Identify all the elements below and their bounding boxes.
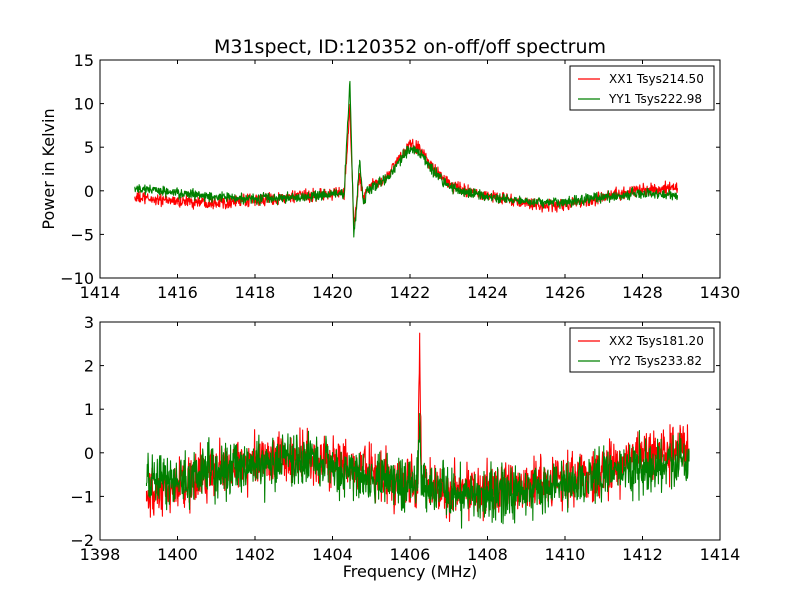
- series-line-2-2: [145, 413, 690, 529]
- y-tick-label: −10: [60, 269, 94, 288]
- x-tick-label: 1406: [390, 545, 431, 564]
- y-tick-label: 5: [84, 138, 94, 157]
- y-axis-label: Power in Kelvin: [39, 108, 58, 229]
- plot-area-2: [145, 332, 690, 529]
- x-tick-label: 1404: [312, 545, 353, 564]
- x-tick-label: 1414: [700, 545, 741, 564]
- legend-entry: XX1 Tsys214.50: [609, 72, 704, 86]
- x-tick-label: 1400: [157, 545, 198, 564]
- y-tick-label: 1: [84, 400, 94, 419]
- y-tick-label: 10: [74, 95, 94, 114]
- legend-entry: YY2 Tsys233.82: [608, 354, 702, 368]
- chart-panels: 1414 1416 1418 1420 1422 1424 1426 1428 1430−10−…: [39, 51, 740, 581]
- x-tick-label: 1418: [235, 283, 276, 302]
- chart-panel-2: 1398 1400 1402 1404 1406 1408 1410 1412 1414 −2 −1…: [70, 313, 740, 581]
- chart-panel-1: 1414 1416 1418 1420 1422 1424 1426 1428 1430 −10 −…: [39, 51, 740, 302]
- y-tick-label: 3: [84, 313, 94, 332]
- x-tick-label: 1410: [545, 545, 586, 564]
- x-tick-label: 1420: [312, 283, 353, 302]
- plot-area-1: [134, 80, 678, 238]
- y-tick-label: −5: [70, 225, 94, 244]
- y-tick-label: 15: [74, 51, 94, 70]
- x-tick-label: 1430: [700, 283, 741, 302]
- x-tick-label: 1402: [235, 545, 276, 564]
- x-tick-label: 1422: [390, 283, 431, 302]
- y-tick-label: 2: [84, 357, 94, 376]
- x-tick-label: 1398: [80, 545, 121, 564]
- y-tick-label: −1: [70, 487, 94, 506]
- x-tick-label: 1412: [622, 545, 663, 564]
- x-tick-label: 1428: [622, 283, 663, 302]
- x-tick-label: 1408: [467, 545, 508, 564]
- y-tick-label: 0: [84, 444, 94, 463]
- legend-box: [569, 65, 715, 111]
- legend-entry: XX2 Tsys181.20: [609, 334, 704, 348]
- legend-box: [569, 327, 715, 373]
- x-tick-label: 1424: [467, 283, 508, 302]
- x-tick-label: 1426: [545, 283, 586, 302]
- series-line-1-2: [134, 80, 678, 238]
- y-tick-label: 0: [84, 182, 94, 201]
- chart-title: M31spect, ID:120352 on-off/off spectrum: [214, 36, 606, 58]
- x-tick-label: 1414: [80, 283, 121, 302]
- y-tick-label: −2: [70, 531, 94, 550]
- x-axis-label: Frequency (MHz): [343, 562, 477, 581]
- legend-entry: YY1 Tsys222.98: [608, 92, 702, 106]
- legend-2: XX2 Tsys181.20 YY2 Tsys233.82: [569, 327, 715, 373]
- legend-1: XX1 Tsys214.50 YY1 Tsys222.98: [569, 65, 715, 111]
- x-tick-label: 1416: [157, 283, 198, 302]
